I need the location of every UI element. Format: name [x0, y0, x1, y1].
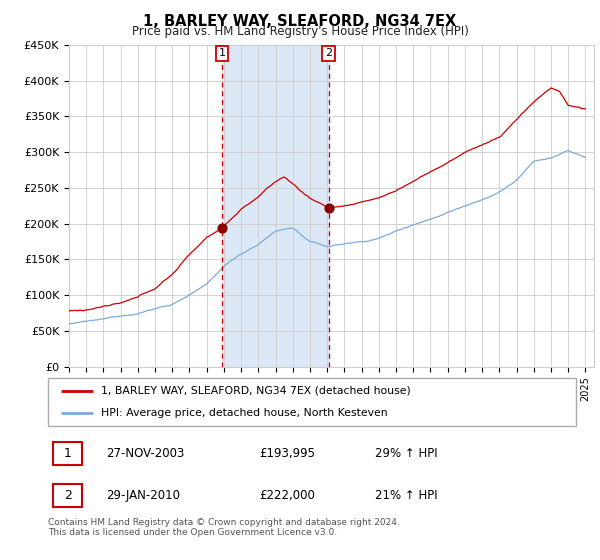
- Text: 29-JAN-2010: 29-JAN-2010: [106, 489, 180, 502]
- Text: 1: 1: [218, 48, 226, 58]
- Text: 29% ↑ HPI: 29% ↑ HPI: [376, 447, 438, 460]
- Text: £193,995: £193,995: [259, 447, 315, 460]
- Bar: [222, 45, 329, 367]
- Text: 2: 2: [325, 48, 332, 58]
- Bar: [53, 442, 82, 465]
- Point: [324, 203, 334, 212]
- Text: 1, BARLEY WAY, SLEAFORD, NG34 7EX (detached house): 1, BARLEY WAY, SLEAFORD, NG34 7EX (detac…: [101, 386, 410, 396]
- Text: Contains HM Land Registry data © Crown copyright and database right 2024.
This d: Contains HM Land Registry data © Crown c…: [48, 518, 400, 538]
- Text: 1: 1: [64, 447, 72, 460]
- Point: [217, 223, 227, 232]
- Text: HPI: Average price, detached house, North Kesteven: HPI: Average price, detached house, Nort…: [101, 408, 388, 418]
- Text: £222,000: £222,000: [259, 489, 315, 502]
- Text: 21% ↑ HPI: 21% ↑ HPI: [376, 489, 438, 502]
- Text: 2: 2: [64, 489, 72, 502]
- Text: Price paid vs. HM Land Registry's House Price Index (HPI): Price paid vs. HM Land Registry's House …: [131, 25, 469, 38]
- Text: 27-NOV-2003: 27-NOV-2003: [106, 447, 184, 460]
- Bar: [53, 484, 82, 507]
- Text: 1, BARLEY WAY, SLEAFORD, NG34 7EX: 1, BARLEY WAY, SLEAFORD, NG34 7EX: [143, 14, 457, 29]
